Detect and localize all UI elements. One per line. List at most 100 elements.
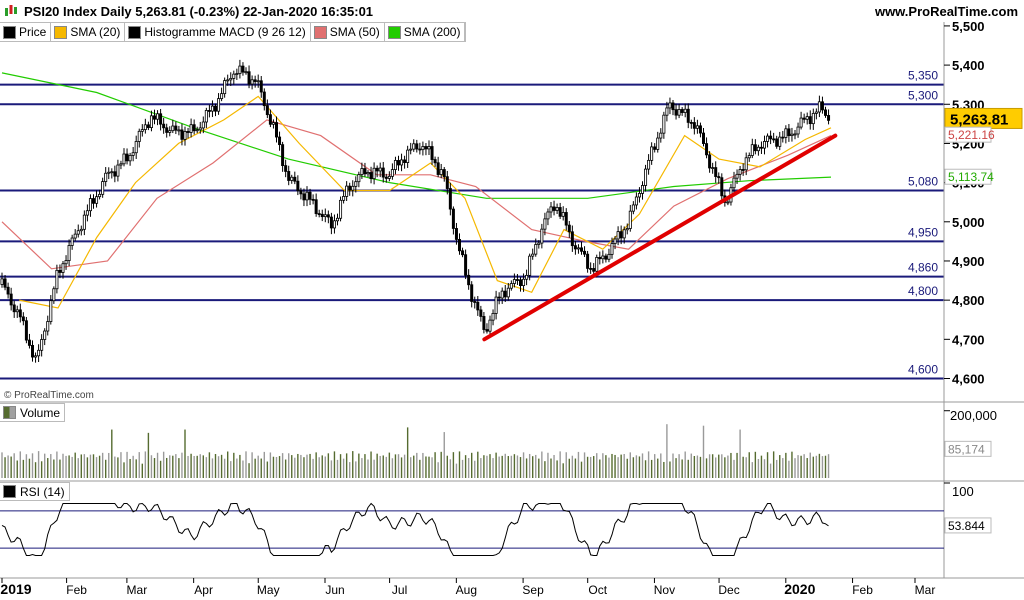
- candle: [747, 152, 751, 162]
- candle: [436, 156, 440, 178]
- candle: [403, 155, 407, 169]
- candle: [698, 122, 702, 138]
- candle: [552, 200, 556, 216]
- candle: [622, 226, 626, 244]
- candle: [238, 59, 242, 79]
- price-tick-label: 5,000: [952, 215, 985, 230]
- candle: [354, 176, 358, 193]
- candle: [613, 236, 617, 250]
- candle: [204, 107, 208, 129]
- price-tick-label: 5,400: [952, 58, 985, 73]
- candle: [88, 194, 92, 217]
- candle: [519, 277, 523, 292]
- legend-item[interactable]: SMA (200): [385, 23, 466, 41]
- candle: [290, 174, 294, 184]
- legend-item[interactable]: SMA (20): [51, 23, 126, 41]
- sma-path: [1, 119, 832, 270]
- candle: [128, 152, 132, 166]
- level-label: 4,800: [908, 284, 938, 298]
- price-tick-label: 5,500: [952, 19, 985, 34]
- sma-path: [1, 72, 832, 199]
- candle: [799, 111, 803, 130]
- candle: [323, 208, 327, 223]
- candle: [308, 188, 312, 206]
- candle: [476, 296, 480, 316]
- candle: [811, 108, 815, 130]
- candle: [268, 109, 272, 128]
- rsi-label[interactable]: RSI (14): [0, 482, 70, 501]
- candle: [183, 126, 187, 146]
- candle: [805, 112, 809, 125]
- candle: [351, 180, 355, 197]
- candle: [390, 163, 394, 180]
- candle: [674, 103, 678, 120]
- candle: [299, 187, 303, 200]
- level-label: 5,080: [908, 174, 938, 188]
- site-link[interactable]: www.ProRealTime.com: [874, 4, 1018, 19]
- volume-value-text: 85,174: [948, 442, 985, 456]
- volume-panel: 85,174: [1, 410, 992, 478]
- time-tick-label: Feb: [852, 583, 873, 597]
- legend-item[interactable]: Histogramme MACD (9 26 12): [125, 23, 311, 41]
- value-tag: [944, 126, 992, 143]
- volume-value-tag: [944, 440, 992, 457]
- rsi-value-text: 53.844: [948, 519, 985, 533]
- candle: [152, 109, 156, 125]
- candle: [753, 139, 757, 155]
- candle: [445, 170, 449, 195]
- candle: [708, 151, 712, 173]
- candle: [567, 220, 571, 238]
- candle: [12, 300, 16, 318]
- time-tick-label: Mar: [915, 583, 936, 597]
- candle: [409, 142, 413, 155]
- volume-label[interactable]: Volume: [0, 403, 66, 422]
- candle: [30, 340, 34, 362]
- level-label: 5,300: [908, 88, 938, 102]
- candle: [656, 131, 660, 153]
- candle: [686, 103, 690, 129]
- candle: [177, 125, 181, 136]
- candle: [451, 206, 455, 235]
- candle: [485, 323, 489, 334]
- candle: [470, 281, 474, 308]
- candle: [387, 171, 391, 182]
- candle: [778, 131, 782, 151]
- trendline-path[interactable]: [482, 133, 838, 342]
- candle: [515, 274, 519, 286]
- candle: [705, 137, 709, 159]
- price-candles: [0, 59, 831, 363]
- candle: [491, 309, 495, 326]
- candle: [302, 188, 306, 207]
- candle: [653, 143, 657, 153]
- candle: [156, 110, 160, 126]
- candle: [668, 97, 672, 115]
- candle: [320, 209, 324, 222]
- candle: [482, 312, 486, 334]
- candle: [61, 260, 65, 279]
- candle: [244, 67, 248, 75]
- candle: [40, 334, 44, 357]
- candle: [27, 333, 31, 349]
- candle: [378, 162, 382, 178]
- candle: [332, 214, 336, 234]
- candle: [506, 283, 510, 301]
- candle: [576, 244, 580, 254]
- legend-item[interactable]: SMA (50): [311, 23, 385, 41]
- candle: [3, 275, 7, 291]
- candle: [430, 141, 434, 165]
- candle: [509, 280, 513, 291]
- trendline: [482, 133, 838, 342]
- candle: [64, 255, 68, 270]
- level-label: 4,860: [908, 261, 938, 275]
- candle: [759, 141, 763, 154]
- candle: [528, 253, 532, 281]
- candle: [213, 103, 217, 117]
- candle: [357, 171, 361, 188]
- sma50-line: [1, 119, 832, 270]
- rsi-tick: 100: [952, 484, 974, 499]
- candle: [683, 103, 687, 118]
- candle: [647, 154, 651, 175]
- candle: [274, 116, 278, 143]
- legend-item[interactable]: Price: [0, 23, 52, 41]
- candle: [381, 161, 385, 183]
